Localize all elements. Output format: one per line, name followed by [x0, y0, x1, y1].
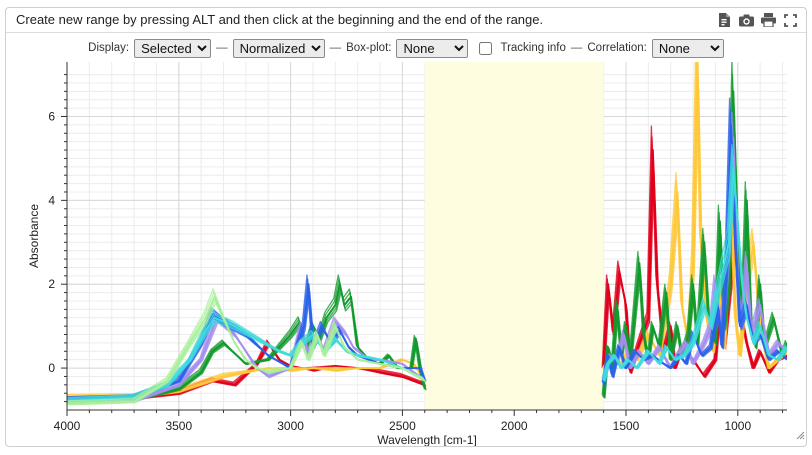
series-group: [67, 144, 787, 403]
x-tick-label: 1500: [613, 419, 640, 433]
spectrum-line: [68, 291, 427, 404]
y-tick-label: 0: [48, 361, 55, 375]
x-tick-label: 2500: [389, 419, 416, 433]
toolbar-separator: —: [329, 42, 342, 54]
camera-icon[interactable]: [738, 12, 754, 28]
range-instruction: Create new range by pressing ALT and the…: [16, 12, 544, 27]
spectrum-line: [67, 278, 425, 401]
panel-tools: [716, 12, 798, 28]
toolbar-separator: —: [216, 42, 228, 54]
correlation-select[interactable]: None: [651, 38, 724, 58]
x-tick-label: 4000: [54, 419, 81, 433]
selected-range-highlight[interactable]: [424, 62, 604, 410]
display-label: Display:: [88, 42, 130, 54]
display-toolbar: Display: Selected — Normalized — Box-plo…: [6, 38, 806, 58]
x-tick-label: 3500: [165, 419, 192, 433]
toolbar-separator: —: [570, 42, 583, 54]
y-tick-label: 4: [48, 193, 55, 207]
spectrum-line: [67, 287, 427, 401]
x-axis-label: Wavelength [cm-1]: [377, 433, 477, 446]
series-group: [67, 288, 427, 406]
spectrum-line: [67, 311, 424, 399]
fullscreen-icon[interactable]: [782, 12, 798, 28]
x-tick-label: 1000: [724, 419, 751, 433]
spectrum-line: [67, 288, 424, 402]
boxplot-label: Box-plot:: [346, 42, 392, 54]
axes: 4000 3500 3000 2500 2000 1500 1000 0 2 4 6: [48, 62, 787, 433]
x-tick-label: 2000: [501, 419, 528, 433]
y-tick-label: 6: [48, 110, 55, 124]
tracking-info-label: Tracking info: [500, 42, 566, 54]
spectrum-line: [601, 144, 787, 379]
spectrum-line: [67, 278, 425, 399]
spectrum-line: [68, 321, 427, 403]
tracking-info-checkbox[interactable]: [479, 41, 493, 55]
spectrum-line: [68, 302, 427, 406]
normalization-select[interactable]: Normalized: [232, 38, 325, 58]
panel-header: Create new range by pressing ALT and the…: [6, 8, 806, 33]
spectrum-panel: Create new range by pressing ALT and the…: [5, 7, 807, 447]
export-icon[interactable]: [716, 12, 732, 28]
print-icon[interactable]: [760, 12, 776, 28]
spectrum-line: [601, 62, 786, 369]
display-select[interactable]: Selected: [134, 38, 212, 58]
boxplot-select[interactable]: None: [396, 38, 469, 58]
spectrum-line: [68, 344, 427, 402]
spectrum-line: [67, 359, 426, 399]
resize-handle-icon[interactable]: [796, 427, 805, 445]
y-tick-label: 2: [48, 277, 55, 291]
correlation-label: Correlation:: [587, 42, 647, 54]
spectrum-line: [68, 359, 427, 400]
y-axis-label: Absorbance: [27, 204, 41, 268]
spectrum-line: [604, 184, 787, 382]
x-tick-label: 3000: [277, 419, 304, 433]
spectrum-line: [67, 274, 424, 400]
series-layer: [67, 62, 787, 406]
spectrum-chart[interactable]: 4000 3500 3000 2500 2000 1500 1000 0 2 4 6 Wavelen…: [6, 8, 806, 446]
